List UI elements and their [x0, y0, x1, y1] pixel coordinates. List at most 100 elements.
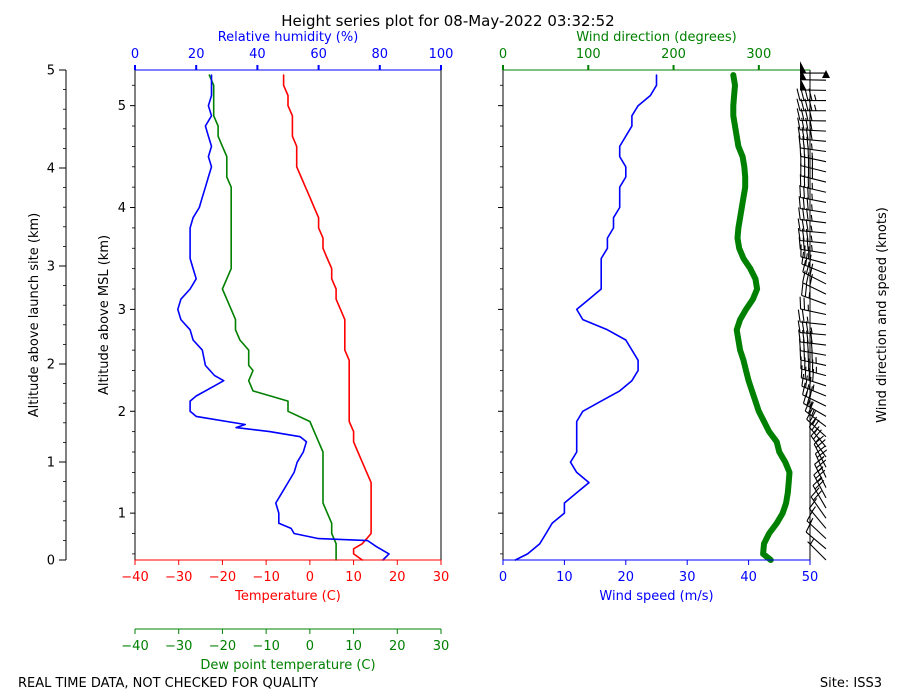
- wind-barb-staff: [800, 147, 827, 153]
- wind-barb-staff: [800, 239, 827, 244]
- x-tick-label-humidity: 80: [372, 47, 389, 62]
- wind-barb-staff: [806, 418, 827, 438]
- x-tick-label-dewpoint: −40: [121, 639, 148, 654]
- x-tick-label-temperature: 30: [433, 570, 450, 585]
- wind-barb-feather: [805, 375, 808, 388]
- wind-panel: 0 10 20 30 40 50 Wind speed (m/s) 0 100 200 300 Win…: [498, 30, 890, 604]
- x-tick-label-wind_direction: 0: [499, 47, 507, 62]
- wind-barb-half-feather: [812, 384, 815, 391]
- wind-barb-half-feather: [809, 401, 813, 408]
- wind-barb-staff: [813, 443, 827, 468]
- wind-barb-half-feather: [808, 291, 811, 299]
- wind-barb-feather: [808, 498, 818, 509]
- x-tick-label-wind_speed: 10: [556, 570, 573, 585]
- wind-barb: [799, 185, 827, 203]
- wind-barb-feather: [804, 88, 809, 101]
- x-tick-label-temperature: −30: [165, 570, 192, 585]
- wind-barb: [800, 365, 827, 387]
- figure-title: Height series plot for 08-May-2022 03:32…: [281, 12, 614, 30]
- wind-barb-staff: [812, 485, 827, 509]
- wind-barb: [800, 244, 827, 265]
- outer-axis-tick-label: 1: [47, 456, 55, 471]
- outer-axis-tick-label: 5: [47, 64, 55, 79]
- wind-barb-staff: [800, 165, 827, 173]
- wind-barb-feather: [797, 218, 801, 231]
- wind-barb-staff: [810, 496, 827, 519]
- wind-barb: [799, 296, 827, 316]
- wind-barb-feather: [804, 284, 808, 297]
- wind-barb-staff: [813, 474, 827, 499]
- wind-barb-feather: [796, 98, 801, 111]
- wind-barb-feather: [802, 136, 805, 149]
- x-tick-label-wind_speed: 50: [802, 570, 819, 585]
- x-axis-title-wind_direction: Wind direction (degrees): [576, 30, 736, 45]
- wind-barb-staff: [800, 155, 827, 163]
- x-tick-label-wind_speed: 0: [499, 570, 507, 585]
- wind-barb-half-feather: [810, 214, 813, 222]
- wind-barb: [801, 251, 827, 275]
- wind-barb-feather: [805, 384, 810, 397]
- wind-barb-half-feather: [809, 517, 814, 524]
- wind-barb: [807, 538, 827, 561]
- wind-barb: [802, 259, 827, 285]
- x-axis-title-temperature: Temperature (C): [234, 589, 341, 604]
- wind-barb-staff: [800, 321, 827, 326]
- wind-barb-staff: [804, 410, 827, 427]
- x-tick-label-humidity: 60: [310, 47, 327, 62]
- wind-barb-feather: [805, 261, 810, 275]
- wind-barb-staff: [800, 332, 827, 336]
- wind-barb-feather: [808, 367, 811, 381]
- wind-barb-half-feather: [811, 244, 813, 252]
- x-tick-label-wind_direction: 200: [661, 47, 686, 62]
- wind-barb-feather: [806, 238, 809, 251]
- wind-barb-feather: [808, 376, 812, 390]
- wind-barb: [814, 445, 828, 478]
- wind-barb-feather: [815, 439, 826, 449]
- outer-axis-tick-label: 0: [47, 554, 55, 569]
- wind-barb-feather: [805, 127, 809, 140]
- wind-barb: [797, 309, 827, 326]
- outer-axis-tick-label: 4: [47, 162, 55, 177]
- wind-barb-feather: [816, 459, 827, 469]
- wind-barb-feather: [807, 186, 809, 200]
- wind-barb-feather: [802, 330, 805, 343]
- x-tick-label-temperature: 0: [306, 570, 314, 585]
- wind-barb-staff: [800, 219, 827, 224]
- x-tick-label-temperature: −20: [209, 570, 236, 585]
- wind-barb: [797, 117, 827, 132]
- wind-barb-half-feather: [813, 94, 817, 101]
- x-tick-label-wind_direction: 100: [576, 47, 601, 62]
- wind-barb-feather: [809, 263, 814, 276]
- wind-barb-staff: [800, 230, 827, 234]
- series-line-temperature: [282, 74, 372, 561]
- wind-barb-staff: [800, 196, 827, 203]
- x-axis-title-humidity: Relative humidity (%): [218, 30, 359, 45]
- wind-barb: [810, 487, 827, 519]
- wind-barb-half-feather: [813, 104, 817, 111]
- wind-barb-feather: [806, 136, 809, 150]
- wind-barb-staff: [805, 531, 827, 550]
- wind-barb-feather: [797, 228, 801, 241]
- x-tick-label-temperature: 10: [345, 570, 362, 585]
- wind-barb-staff: [800, 138, 827, 142]
- x-tick-label-dewpoint: 10: [345, 639, 362, 654]
- x-tick-label-wind_speed: 20: [618, 570, 635, 585]
- wind-barb-feather: [801, 218, 805, 232]
- footer-quality-note: REAL TIME DATA, NOT CHECKED FOR QUALITY: [18, 676, 318, 691]
- wind-barb: [797, 126, 827, 142]
- series-line-relative-humidity: [177, 74, 390, 561]
- wind-barb-feather: [812, 369, 815, 382]
- wind-barb-feather: [810, 487, 820, 498]
- y-tick-label: 1: [118, 507, 126, 522]
- y-axis-label: Altitude above MSL (km): [97, 235, 112, 395]
- wind-barb-feather: [801, 310, 805, 323]
- wind-barb-half-feather: [810, 225, 813, 232]
- series-line-wind-speed: [514, 74, 658, 561]
- wind-barb-staff: [802, 282, 827, 295]
- wind-barb-feather: [802, 259, 807, 273]
- y-tick-label: 3: [118, 303, 126, 318]
- wind-barb: [799, 61, 827, 74]
- wind-barb-feather: [799, 185, 802, 198]
- plot-area: [503, 70, 810, 560]
- wind-barb-staff: [800, 175, 827, 183]
